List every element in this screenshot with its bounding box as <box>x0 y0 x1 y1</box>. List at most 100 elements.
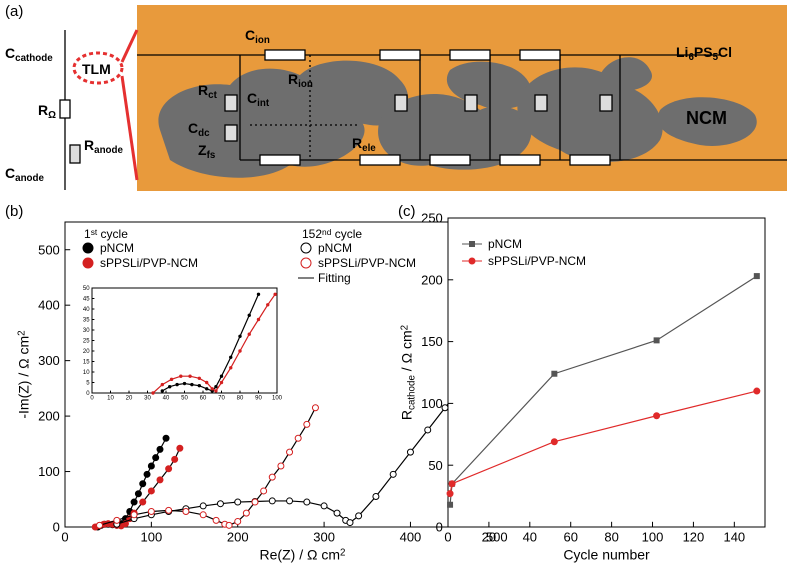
y-tick-label: 100 <box>421 396 443 411</box>
legend-title: 1st cycle <box>84 227 128 241</box>
marker <box>247 332 251 336</box>
x-tick-label: 30 <box>144 396 151 402</box>
marker <box>225 521 233 529</box>
marker <box>82 257 94 269</box>
x-tick-label: 10 <box>107 396 114 402</box>
x-tick-label: 80 <box>237 396 244 402</box>
x-tick-label: 50 <box>181 396 188 402</box>
x-tick-label: 400 <box>400 529 422 544</box>
marker <box>268 473 276 481</box>
marker <box>469 241 475 247</box>
y-tick-label: 300 <box>38 353 60 368</box>
text-part: st <box>91 227 98 237</box>
y-tick-label: 50 <box>428 458 442 473</box>
marker <box>197 376 202 380</box>
text-part: ele <box>362 143 376 154</box>
marker <box>199 502 207 510</box>
text-part: dc <box>198 128 210 139</box>
panel-a: Ccathode TLM RΩ Ranode Canode Cion Rion … <box>5 5 787 191</box>
x-tick-label: 70 <box>218 396 225 402</box>
marker <box>311 404 319 412</box>
x-tick-label: 0 <box>90 396 94 402</box>
marker <box>234 517 242 525</box>
marker <box>238 349 242 353</box>
label: Rele <box>352 135 376 154</box>
marker <box>303 498 311 506</box>
label: Cint <box>247 90 270 109</box>
x-tick-label: 60 <box>200 396 207 402</box>
marker <box>156 476 164 484</box>
text-part: R <box>288 71 298 87</box>
marker <box>130 511 138 519</box>
marker <box>300 257 312 269</box>
x-tick-label: 20 <box>126 396 133 402</box>
text-part: R <box>38 102 48 118</box>
marker <box>753 387 761 395</box>
text-part: -Im(Z) / Ω cm <box>16 336 32 419</box>
marker <box>190 382 194 387</box>
marker <box>179 374 183 378</box>
text-part: C <box>188 120 198 136</box>
text-part: 5 <box>713 52 719 63</box>
marker <box>96 521 104 529</box>
marker <box>147 507 155 515</box>
label: Cdc <box>188 120 210 139</box>
text-part: C <box>5 165 15 181</box>
text-part: cycle <box>97 227 128 241</box>
y-tick-label: 25 <box>83 339 90 345</box>
plot-frame <box>447 217 766 528</box>
marker <box>468 257 476 265</box>
legend-label: pNCM <box>100 241 134 255</box>
text-part: cathode <box>15 53 53 64</box>
marker <box>219 374 224 378</box>
marker <box>273 292 277 296</box>
x-tick-label: 140 <box>723 529 745 544</box>
marker <box>169 377 174 382</box>
marker <box>251 498 259 506</box>
marker <box>286 448 294 456</box>
text-part: C <box>247 90 257 106</box>
y-tick-label: 20 <box>83 349 90 355</box>
marker <box>448 480 456 488</box>
marker <box>256 317 261 322</box>
text-part: 6 <box>688 52 694 63</box>
tlm-circle <box>72 51 124 85</box>
x-tick-label: 20 <box>482 529 496 544</box>
y-tick-label: 50 <box>83 286 90 292</box>
marker <box>152 454 160 462</box>
label: RΩ <box>38 102 56 121</box>
x-tick-label: 300 <box>313 529 335 544</box>
text-part: PS <box>694 44 713 60</box>
marker <box>406 448 414 456</box>
panel-label: (a) <box>5 3 23 20</box>
marker <box>300 242 312 254</box>
text-part: Cl <box>718 44 732 60</box>
marker <box>277 462 285 470</box>
marker <box>197 383 202 388</box>
marker <box>165 506 173 514</box>
marker <box>294 434 302 442</box>
label: Rct <box>198 82 218 101</box>
marker <box>234 498 242 506</box>
y-tick-label: 40 <box>83 307 90 313</box>
marker <box>160 382 165 387</box>
marker <box>424 426 432 434</box>
marker <box>147 487 155 495</box>
marker <box>182 381 187 386</box>
y-tick-label: 0 <box>86 391 90 397</box>
label: Ccathode <box>5 45 53 64</box>
y-tick-label: 45 <box>83 297 90 303</box>
marker <box>139 498 147 506</box>
marker <box>286 497 294 505</box>
chart: 0 10 20 30 40 50 60 70 80 90 100 0 5 10 15 20 25 30 35 40 45… <box>83 286 283 402</box>
y-tick-label: 10 <box>83 370 90 376</box>
text-part: anode <box>94 145 123 156</box>
x-tick-label: 40 <box>163 396 170 402</box>
text-part: R <box>198 82 208 98</box>
y-tick-label: 5 <box>86 381 90 387</box>
legend-label: sPPSLi/PVP-NCM <box>318 256 416 270</box>
marker <box>210 387 214 391</box>
x-tick-label: 40 <box>523 529 537 544</box>
x-tick-label: 120 <box>683 529 705 544</box>
